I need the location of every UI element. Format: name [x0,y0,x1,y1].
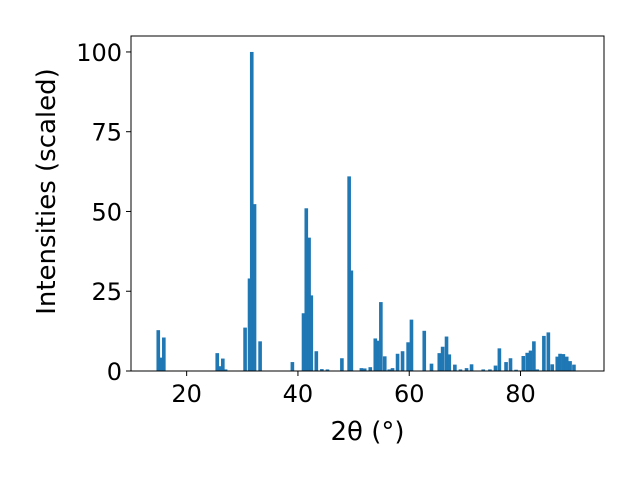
x-tick-label: 40 [283,380,314,408]
bar [247,278,252,371]
bar [379,302,383,371]
bar [395,353,400,371]
bar [340,358,344,371]
bar [493,365,498,371]
bar [444,336,449,371]
bar [572,364,576,371]
bar [362,368,367,371]
bar [568,361,572,371]
bar [359,368,364,371]
bar [156,330,161,371]
bar [387,369,392,371]
bar [243,327,247,371]
bar [406,342,410,371]
bar [215,353,220,371]
bar [497,348,502,371]
bar [437,353,442,371]
bars-group [156,51,576,371]
bar [429,363,434,371]
bar [307,237,311,371]
bar [440,346,445,371]
bar [347,176,351,371]
bar [558,353,562,371]
y-tick-label: 0 [107,358,122,386]
bar [550,364,555,371]
bar [375,340,380,371]
bar [464,368,469,371]
bar [488,369,492,371]
bar [320,369,324,371]
bar [252,204,257,371]
y-tick-label: 50 [91,198,122,226]
bar [159,357,163,371]
bar [469,364,474,371]
bar [546,332,551,371]
bar [481,369,486,371]
plot-frame [130,35,605,372]
bar [525,352,530,371]
bar [422,330,427,371]
bar [504,362,508,371]
bar [314,351,319,371]
bar [458,369,463,371]
bar [382,356,387,371]
bar [542,335,546,371]
bar [447,354,452,371]
bar [521,356,526,371]
y-tick-label: 100 [76,39,122,67]
y-axis-label: Intensities (scaled) [32,68,62,315]
bar [301,313,306,371]
bar [528,350,533,371]
bar [290,362,295,371]
bar [325,369,330,371]
y-tick-label: 25 [91,278,122,306]
bar [162,337,166,371]
bar [373,338,378,371]
x-axis-label: 2θ (°) [330,417,404,447]
bar [390,368,395,371]
bar [564,356,569,371]
x-tick-label: 80 [505,380,536,408]
x-tick-label: 20 [171,380,202,408]
y-axis-ticks: 0 25 50 75 100 [76,39,131,386]
bar [400,351,405,371]
bar [555,356,560,371]
bar [514,369,518,371]
bar [249,51,254,371]
bar [309,295,314,371]
x-tick-label: 60 [394,380,425,408]
bar [535,369,540,371]
bar [218,366,222,371]
bar [223,369,228,371]
bar [532,341,536,371]
bar [368,367,373,371]
x-axis-ticks: 20 40 60 80 [171,371,536,408]
bar [409,319,414,371]
bar [453,364,457,371]
bar [304,208,309,371]
bar [561,354,566,371]
bar [349,270,354,371]
bar [221,358,225,371]
bar [508,358,513,371]
y-tick-label: 75 [91,119,122,147]
bar [258,341,262,371]
